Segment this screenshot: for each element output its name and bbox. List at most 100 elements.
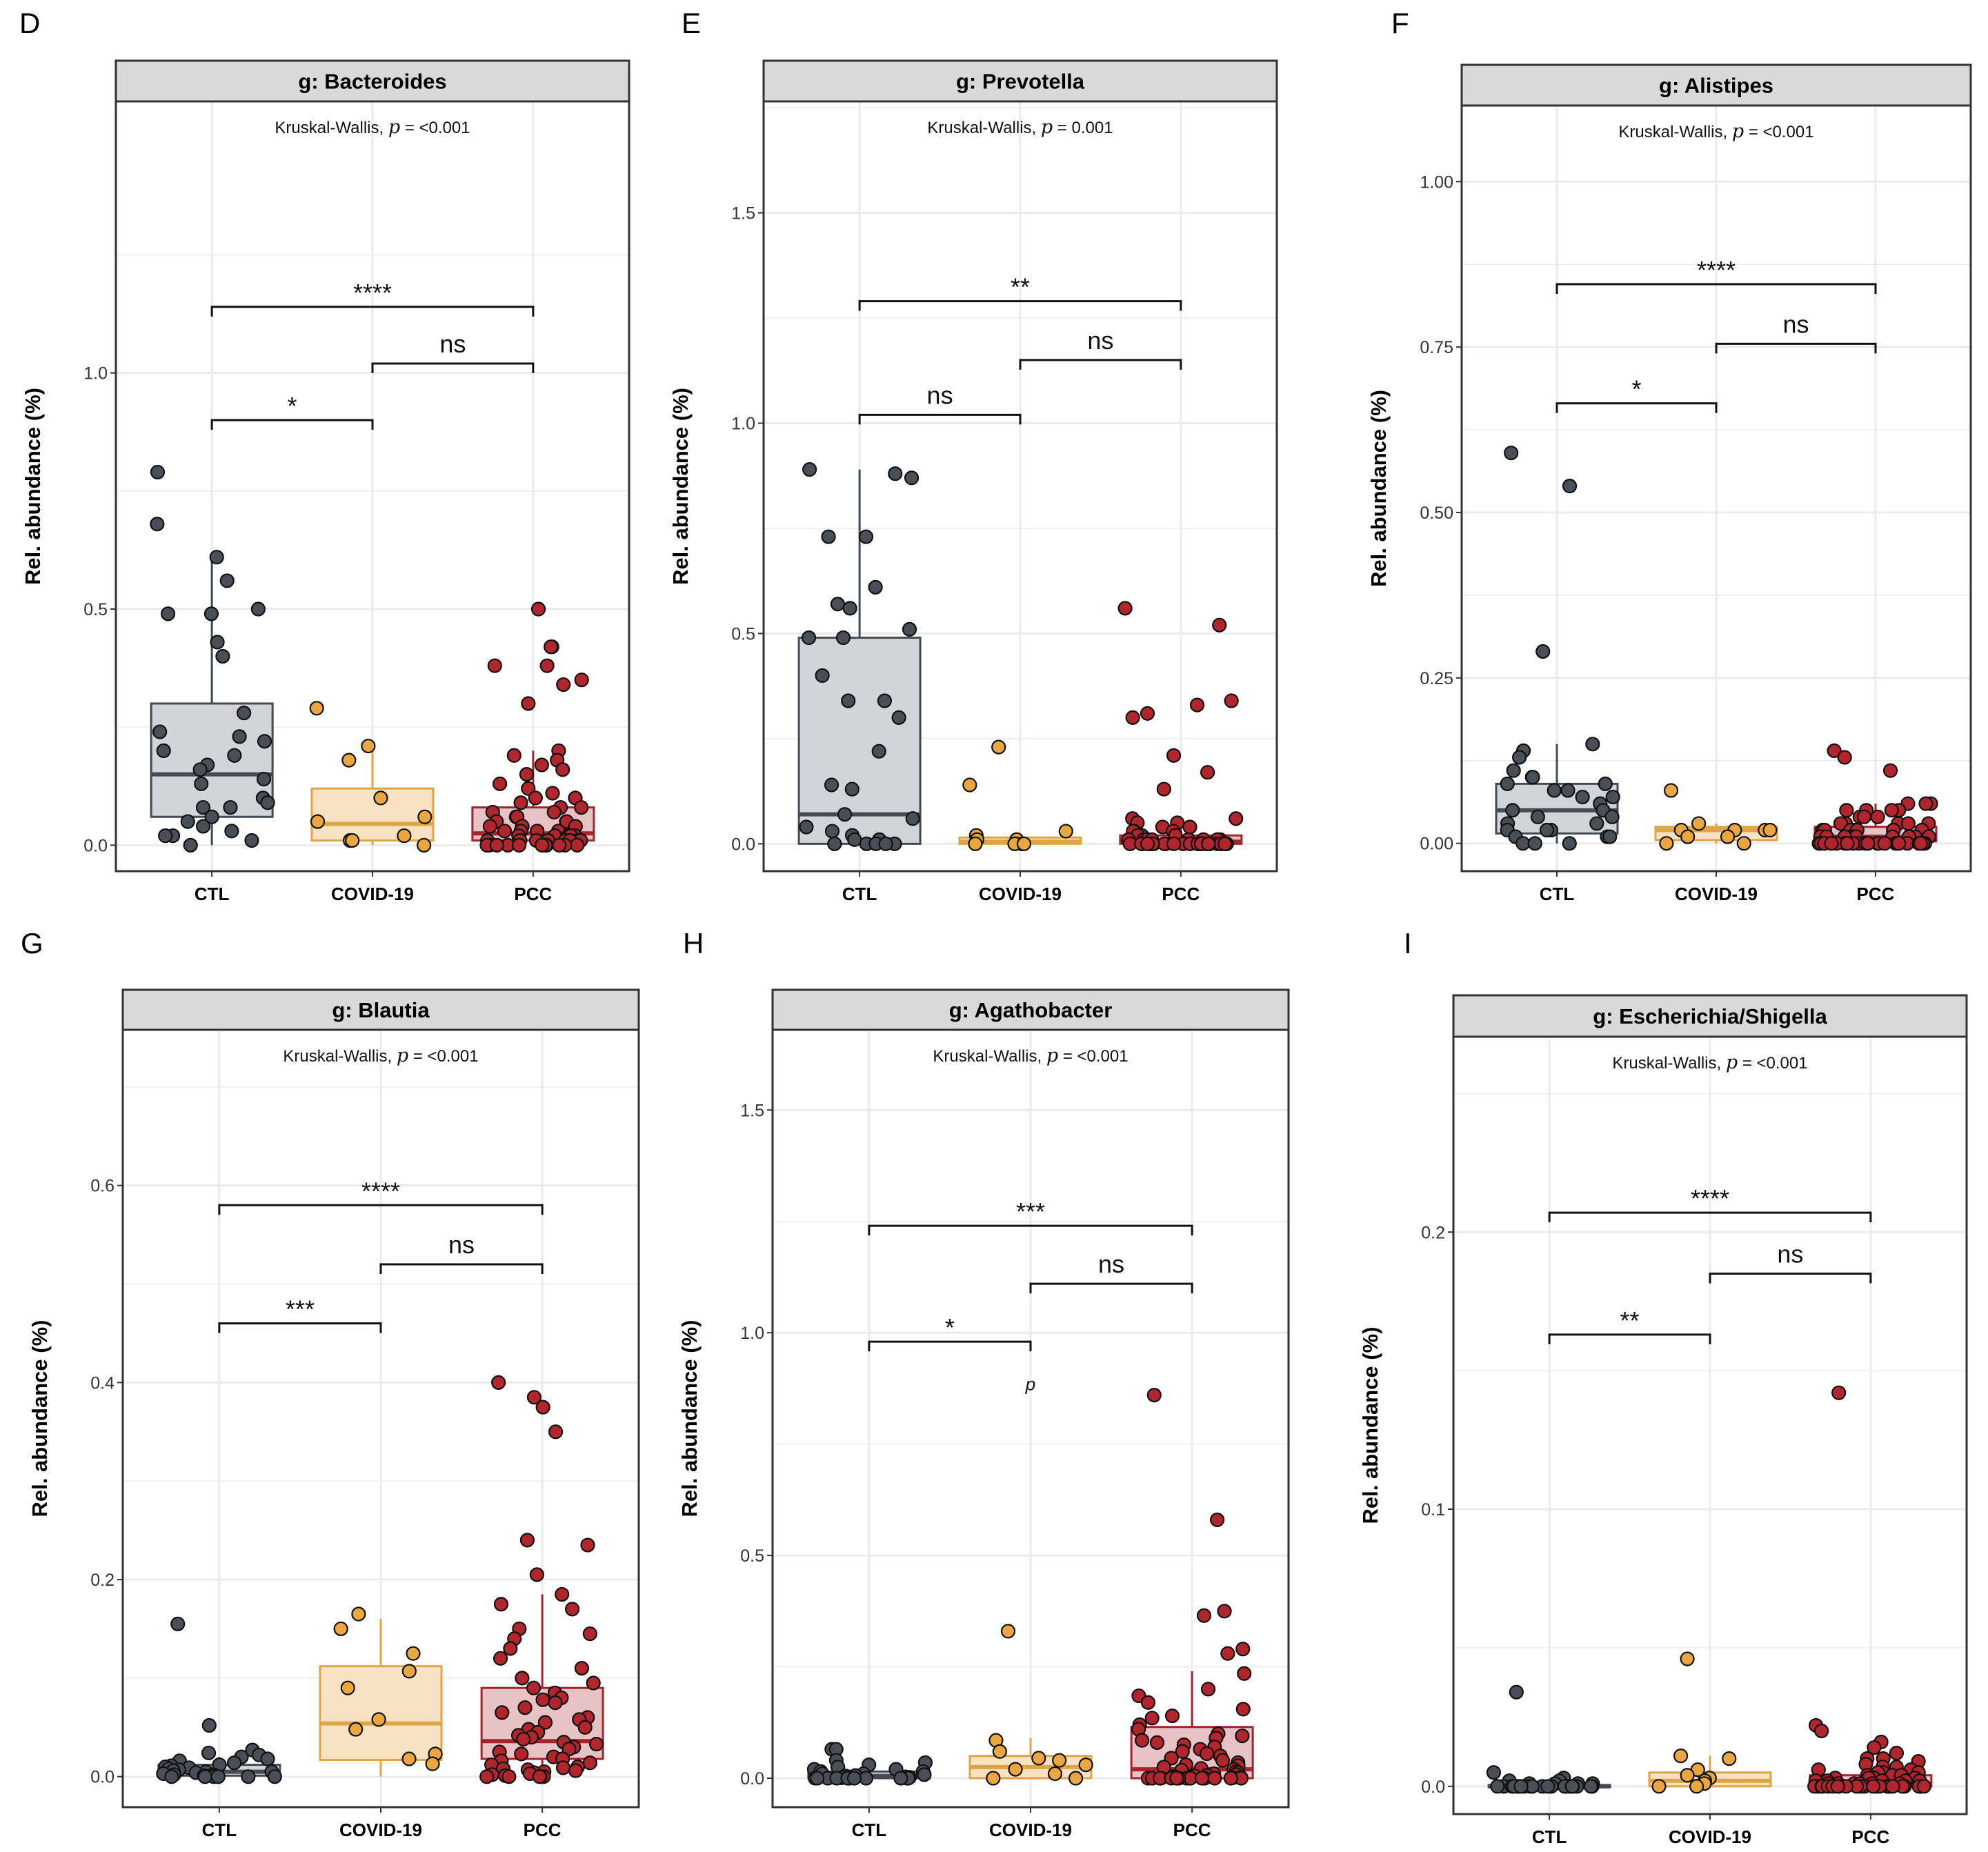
data-point-pcc (1125, 710, 1140, 726)
data-point-ctl (226, 1755, 242, 1771)
data-point-pcc (1824, 836, 1839, 851)
data-point-pcc (1827, 743, 1842, 758)
x-category-label: PCC (1173, 1820, 1211, 1840)
data-point-pcc (1175, 1744, 1190, 1759)
data-point-ctl (215, 648, 230, 664)
panel-letter: D (19, 7, 40, 39)
data-point-pcc (582, 1626, 597, 1642)
data-point-pcc (1212, 617, 1227, 633)
data-point-ctl (257, 734, 272, 749)
data-point-ctl (821, 529, 836, 544)
significance-bracket (218, 1322, 382, 1333)
data-point-pcc (1235, 1702, 1251, 1717)
data-point-pcc (1149, 1735, 1165, 1750)
data-point-pcc (1867, 1740, 1882, 1755)
data-point-pcc (519, 767, 535, 782)
data-point-covid-19 (401, 1664, 417, 1679)
data-point-ctl (260, 795, 275, 810)
y-tick-label: 0.5 (83, 600, 108, 619)
data-point-ctl (152, 724, 168, 739)
data-point-pcc (1144, 1711, 1160, 1726)
data-point-ctl (847, 832, 862, 847)
kruskal-wallis-label: Kruskal-Wallis, p = <0.001 (1618, 121, 1813, 142)
data-point-pcc (1237, 1666, 1252, 1681)
data-point-pcc (501, 1769, 517, 1784)
data-point-ctl (1506, 763, 1521, 778)
data-point-ctl (835, 630, 851, 646)
data-point-ctl (158, 828, 173, 844)
data-point-covid-19 (1052, 1753, 1067, 1768)
data-point-pcc (487, 658, 502, 673)
data-point-covid-19 (425, 1756, 440, 1771)
data-point-covid-19 (310, 814, 326, 829)
x-category-label: CTL (195, 884, 230, 904)
data-point-ctl (893, 1771, 908, 1786)
data-point-pcc (534, 757, 549, 773)
data-point-ctl (877, 693, 893, 708)
data-point-pcc (574, 799, 589, 815)
data-point-pcc (574, 673, 589, 688)
data-point-ctl (1505, 803, 1520, 818)
x-category-label: PCC (514, 884, 552, 904)
data-point-ctl (1604, 809, 1620, 824)
kw-p-symbol: p (1726, 1052, 1738, 1073)
kruskal-wallis-label: Kruskal-Wallis, p = <0.001 (1612, 1052, 1807, 1073)
data-point-pcc (537, 1715, 553, 1730)
data-point-pcc (529, 1567, 545, 1582)
data-point-covid-19 (417, 837, 432, 853)
data-point-covid-19 (1663, 783, 1679, 798)
data-point-ctl (827, 836, 842, 851)
data-point-covid-19 (1031, 1751, 1046, 1766)
data-point-ctl (868, 579, 883, 595)
data-point-ctl (164, 1769, 179, 1784)
data-point-pcc (548, 1695, 563, 1711)
x-category-label: PCC (1162, 884, 1200, 904)
y-tick-label: 0.5 (731, 624, 755, 644)
data-point-ctl (195, 819, 211, 834)
data-point-ctl (1509, 1684, 1524, 1700)
significance-label: ns (448, 1231, 475, 1259)
significance-bracket (1709, 1273, 1872, 1284)
significance-label: **** (1691, 1184, 1729, 1213)
y-axis-label: Rel. abundance (%) (668, 388, 693, 585)
data-point-pcc (519, 1533, 535, 1548)
data-point-covid-19 (1680, 1651, 1695, 1666)
data-point-pcc (479, 1769, 495, 1784)
data-point-ctl (810, 1771, 825, 1786)
data-point-ctl (224, 824, 239, 839)
data-point-pcc (577, 1720, 593, 1735)
data-point-ctl (150, 464, 166, 480)
data-point-ctl (260, 1751, 275, 1766)
data-point-pcc (489, 837, 504, 853)
data-point-pcc (546, 804, 561, 820)
significance-bracket (1555, 402, 1718, 413)
data-point-pcc (539, 658, 555, 673)
significance-bracket (858, 300, 1182, 311)
y-axis-label: Rel. abundance (%) (21, 388, 45, 585)
data-point-pcc (482, 819, 497, 834)
data-point-pcc (1223, 1771, 1238, 1786)
y-tick-label: 0.00 (1420, 835, 1453, 854)
data-point-pcc (526, 1680, 541, 1695)
data-point-pcc (1918, 796, 1934, 811)
data-point-covid-19 (373, 790, 388, 806)
significance-bracket (1715, 342, 1877, 354)
data-point-pcc (1833, 816, 1849, 831)
data-point-pcc (1840, 836, 1855, 851)
data-point-pcc (555, 762, 570, 777)
data-point-covid-19 (1680, 829, 1696, 844)
facet-strip (771, 988, 1290, 1031)
data-point-ctl (1585, 737, 1600, 752)
data-point-covid-19 (1691, 816, 1707, 831)
data-point-ctl (858, 529, 874, 544)
data-point-ctl (1589, 816, 1604, 831)
data-point-ctl (902, 621, 917, 637)
significance-bracket (379, 1263, 544, 1274)
data-point-ctl (1598, 776, 1613, 791)
data-point-pcc (512, 837, 527, 853)
data-point-pcc (516, 1731, 531, 1747)
data-point-ctl (904, 470, 920, 486)
data-point-ctl (160, 606, 176, 621)
data-point-ctl (1605, 789, 1620, 805)
